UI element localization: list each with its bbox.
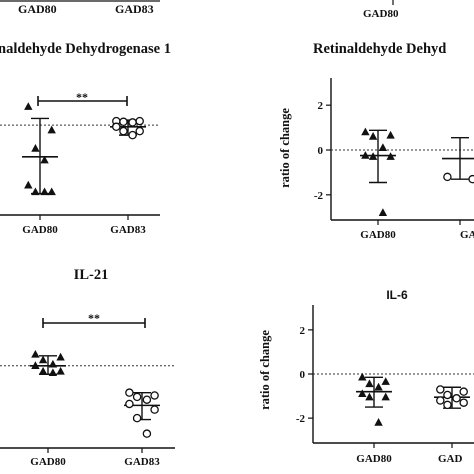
- data-point-triangle: [378, 143, 388, 151]
- panel-retinaldehyde-right: Retinaldehyde Dehyd ratio of change GAD8…: [278, 41, 474, 241]
- x-tick-label-1: GAD80: [360, 229, 396, 241]
- chart-title: IL-21: [74, 267, 109, 283]
- data-point-triangle: [361, 127, 370, 136]
- panel-il21-left: IL-21 ** GAD80 GAD83: [0, 267, 175, 468]
- data-point-triangle: [374, 382, 383, 391]
- y-ticks: 2 0 -2: [314, 100, 331, 202]
- data-point-circle: [468, 174, 474, 184]
- x-tick-label-2: GAD: [438, 453, 463, 465]
- data-point-triangle: [56, 366, 65, 375]
- data-point-circle: [443, 390, 452, 400]
- significance-label: **: [88, 311, 100, 325]
- x-tick-label-1: GAD80: [22, 224, 58, 236]
- top-left-label-2: GAD83: [115, 2, 154, 16]
- y-axis-label: ratio of change: [278, 108, 292, 188]
- data-point-triangle: [38, 355, 48, 364]
- data-point-circle: [135, 126, 144, 136]
- data-point-triangle: [31, 349, 40, 358]
- data-point-triangle: [56, 352, 65, 361]
- data-point-circle: [119, 126, 128, 136]
- y-tick-label: 0: [300, 369, 306, 381]
- data-marks: [0, 102, 160, 196]
- data-point-circle: [125, 388, 134, 397]
- data-point-triangle: [48, 368, 58, 377]
- data-point-triangle: [31, 187, 40, 196]
- data-point-circle: [150, 405, 159, 414]
- data-point-triangle: [47, 187, 56, 196]
- top-right-label-1: GAD80: [363, 8, 399, 20]
- data-point-circle: [128, 130, 137, 140]
- y-tick-label: 2: [318, 100, 324, 112]
- data-marks: [313, 372, 474, 426]
- data-point-circle: [135, 116, 144, 126]
- data-point-circle: [436, 385, 445, 394]
- x-tick-label-1: GAD80: [30, 456, 66, 468]
- y-tick-label: -2: [314, 190, 324, 202]
- data-point-triangle: [24, 102, 33, 110]
- data-point-triangle: [48, 359, 58, 368]
- y-tick-label: -2: [296, 413, 306, 425]
- x-tick-label-2: GA: [460, 229, 474, 241]
- significance-label: **: [76, 90, 88, 104]
- data-point-triangle: [368, 132, 378, 140]
- y-tick-label: 0: [318, 145, 324, 157]
- panel-il6-right: IL-6 ratio of change GAD80 GAD 2 0 -2: [258, 288, 474, 465]
- data-point-triangle: [386, 152, 395, 160]
- data-point-triangle: [361, 151, 370, 159]
- data-point-circle: [112, 122, 121, 132]
- data-point-circle: [150, 391, 159, 400]
- data-point-triangle: [365, 392, 374, 401]
- data-point-circle: [132, 413, 142, 423]
- data-point-triangle: [374, 418, 383, 426]
- data-point-triangle: [365, 379, 374, 388]
- data-point-circle: [443, 172, 452, 182]
- data-point-triangle: [378, 208, 388, 216]
- data-point-triangle: [381, 392, 390, 401]
- chart-title: Retinaldehyde Dehyd: [313, 41, 446, 57]
- data-point-circle: [132, 392, 142, 402]
- top-left-label-1: GAD80: [18, 2, 57, 16]
- top-strip: GAD80 GAD83 GAD80: [0, 0, 399, 20]
- data-point-circle: [119, 117, 128, 127]
- chart-title: naldehyde Dehydrogenase 1: [0, 41, 171, 57]
- x-tick-label-2: GAD83: [124, 456, 160, 468]
- data-point-triangle: [47, 125, 56, 134]
- y-axis-label: ratio of change: [258, 330, 272, 410]
- data-point-circle: [436, 396, 445, 405]
- data-point-triangle: [40, 187, 49, 196]
- data-point-triangle: [381, 377, 390, 385]
- chart-title: IL-6: [386, 288, 408, 302]
- data-point-triangle: [368, 152, 378, 160]
- x-tick-label-2: GAD83: [110, 224, 146, 236]
- data-point-circle: [125, 399, 134, 409]
- y-tick-label: 2: [300, 325, 306, 337]
- data-point-circle: [459, 387, 468, 396]
- x-tick-label-1: GAD80: [356, 453, 392, 465]
- data-point-circle: [443, 400, 452, 410]
- data-point-circle: [459, 398, 468, 407]
- data-marks: [331, 127, 474, 216]
- data-point-triangle: [358, 389, 367, 398]
- data-point-triangle: [38, 366, 48, 375]
- data-point-circle: [452, 394, 461, 403]
- data-point-triangle: [31, 361, 40, 369]
- data-point-triangle: [386, 130, 395, 139]
- data-point-triangle: [24, 180, 33, 189]
- data-point-circle: [128, 118, 137, 127]
- data-point-triangle: [358, 372, 367, 381]
- data-point-circle: [142, 395, 152, 404]
- data-point-triangle: [31, 144, 40, 152]
- y-ticks: 2 0 -2: [296, 325, 313, 425]
- data-marks: [0, 349, 175, 438]
- data-point-circle: [142, 429, 152, 438]
- panel-aldh1-left: naldehyde Dehydrogenase 1 ** GAD80 GAD83: [0, 41, 171, 236]
- data-point-triangle: [40, 155, 49, 164]
